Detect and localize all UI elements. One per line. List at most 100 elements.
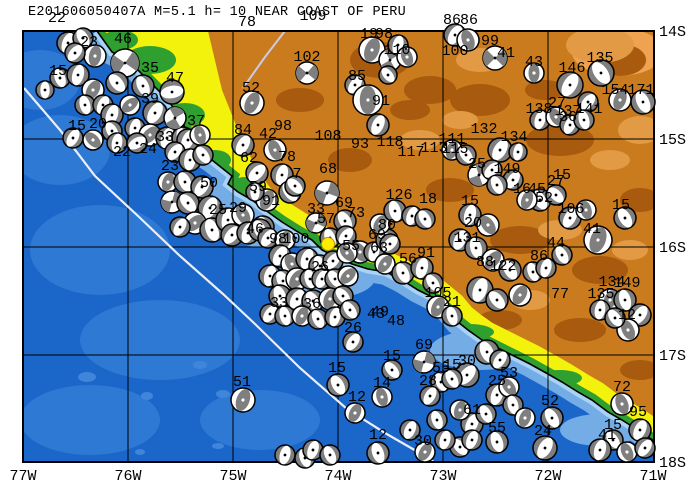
focal-mechanism-beachball [587,59,615,87]
focal-mechanism-beachball [366,441,390,465]
focal-mechanisms-layer [35,23,656,469]
depth-label: 15 [68,118,86,135]
depth-label: 86 [530,248,548,265]
focal-mechanism-beachball [456,28,480,52]
focal-mechanism-beachball [628,418,652,442]
depth-label: 20 [464,215,482,232]
focal-mechanism-beachball [381,359,403,381]
focal-mechanism-beachball [337,265,359,287]
depth-label: 62 [240,150,258,167]
highland-dark-patch [620,360,654,380]
depth-label: 98 [375,26,393,43]
focal-mechanism-beachball [352,84,384,116]
focal-mechanism-beachball [461,429,483,451]
depth-label: 12 [369,427,387,444]
epicenter-marker [321,237,335,251]
highland-dark-patch [572,256,628,284]
focal-mechanism-beachball [545,184,567,206]
depth-label: 24 [534,423,552,440]
focal-mechanism-beachball [74,94,96,116]
depth-label: 135 [586,50,613,67]
focal-mechanism-beachball [231,203,255,227]
focal-mechanism-beachball [62,127,84,149]
highland-light-patch [442,111,478,129]
depth-label: 77 [551,286,569,303]
focal-mechanism-beachball [610,392,634,416]
highland-dark-patch [554,318,606,342]
depth-label: 15 [49,63,67,80]
focal-mechanism-beachball [230,387,256,413]
focal-mechanism-beachball [486,174,508,196]
depth-label: 12 [348,389,366,406]
focal-mechanism-beachball [82,129,104,151]
depth-label: 36 [559,109,577,126]
focal-mechanism-beachball [159,79,185,105]
focal-mechanism-beachball [414,208,436,230]
lat-tick-label: 17S [659,348,686,365]
focal-mechanism-beachball [630,89,656,115]
focal-mechanism-beachball [455,144,477,166]
focal-mechanism-beachball [163,106,187,130]
ocean-light-patch [30,205,170,295]
highland-dark-patch [525,80,565,100]
depth-label: 46 [114,31,132,48]
plot-title: E201606050407A M=5.1 h= 10 NEAR COAST OF… [28,5,407,20]
depth-label: 26 [344,320,362,337]
depth-label: 72 [613,379,631,396]
depth-label: 52 [535,190,553,207]
focal-mechanism-beachball [35,80,55,100]
depth-label: 131 [453,230,480,247]
lon-tick-label: 75W [219,468,246,485]
depth-label: 80 [378,217,396,234]
highland-dark-patch [328,148,372,172]
depth-label: 115 [441,141,468,158]
focal-mechanism-beachball [414,441,436,463]
lon-tick-label: 72W [534,468,561,485]
depth-label: 47 [166,70,184,87]
focal-mechanism-beachball [374,253,396,275]
depth-label: 78 [278,149,296,166]
focal-mechanism-beachball [291,305,313,327]
depth-label: 30 [458,353,476,370]
depth-label: 91 [262,193,280,210]
depth-label: 27 [548,95,566,112]
depth-label: 57 [317,211,335,228]
highland-dark-patch [404,76,456,104]
depth-label: 15 [461,193,479,210]
focal-mechanism-beachball [588,438,612,462]
depth-label: 100 [441,43,468,60]
depth-label: 43 [525,54,543,71]
focal-mechanism-beachball [426,409,448,431]
focal-mechanism-beachball [399,419,421,441]
lon-tick-label: 77W [9,468,36,485]
depth-label: 20 [89,116,107,133]
depth-label: 126 [385,187,412,204]
depth-label: 84 [234,122,252,139]
focal-mechanism-beachball [245,182,265,202]
focal-mechanism-beachball [508,142,528,162]
depth-label: 25 [209,202,227,219]
lon-tick-label: 71W [639,468,666,485]
depth-label: 91 [372,93,390,110]
focal-mechanism-beachball [449,399,471,421]
focal-mechanism-beachball [516,189,538,211]
focal-mechanism-beachball [441,305,463,327]
focal-mechanism-beachball [371,386,393,408]
focal-mechanism-beachball [295,61,319,85]
depth-label: 30 [414,433,432,450]
focal-mechanism-beachball [498,376,520,398]
focal-mechanism-beachball [245,161,269,185]
depth-label: 108 [314,128,341,145]
depth-label: 19 [360,26,378,43]
focal-mechanism-beachball [535,257,557,279]
depth-label: 149 [493,161,520,178]
depth-label: 52 [541,393,559,410]
ocean-light-patch [200,390,320,450]
depth-label: 33 [307,201,325,218]
focal-mechanism-beachball [410,256,434,280]
depth-label: 91 [417,245,435,262]
depth-label: 132 [470,121,497,138]
depth-label: 14 [373,375,391,392]
depth-label: 27 [547,173,565,190]
depth-label: 86 [460,12,478,29]
